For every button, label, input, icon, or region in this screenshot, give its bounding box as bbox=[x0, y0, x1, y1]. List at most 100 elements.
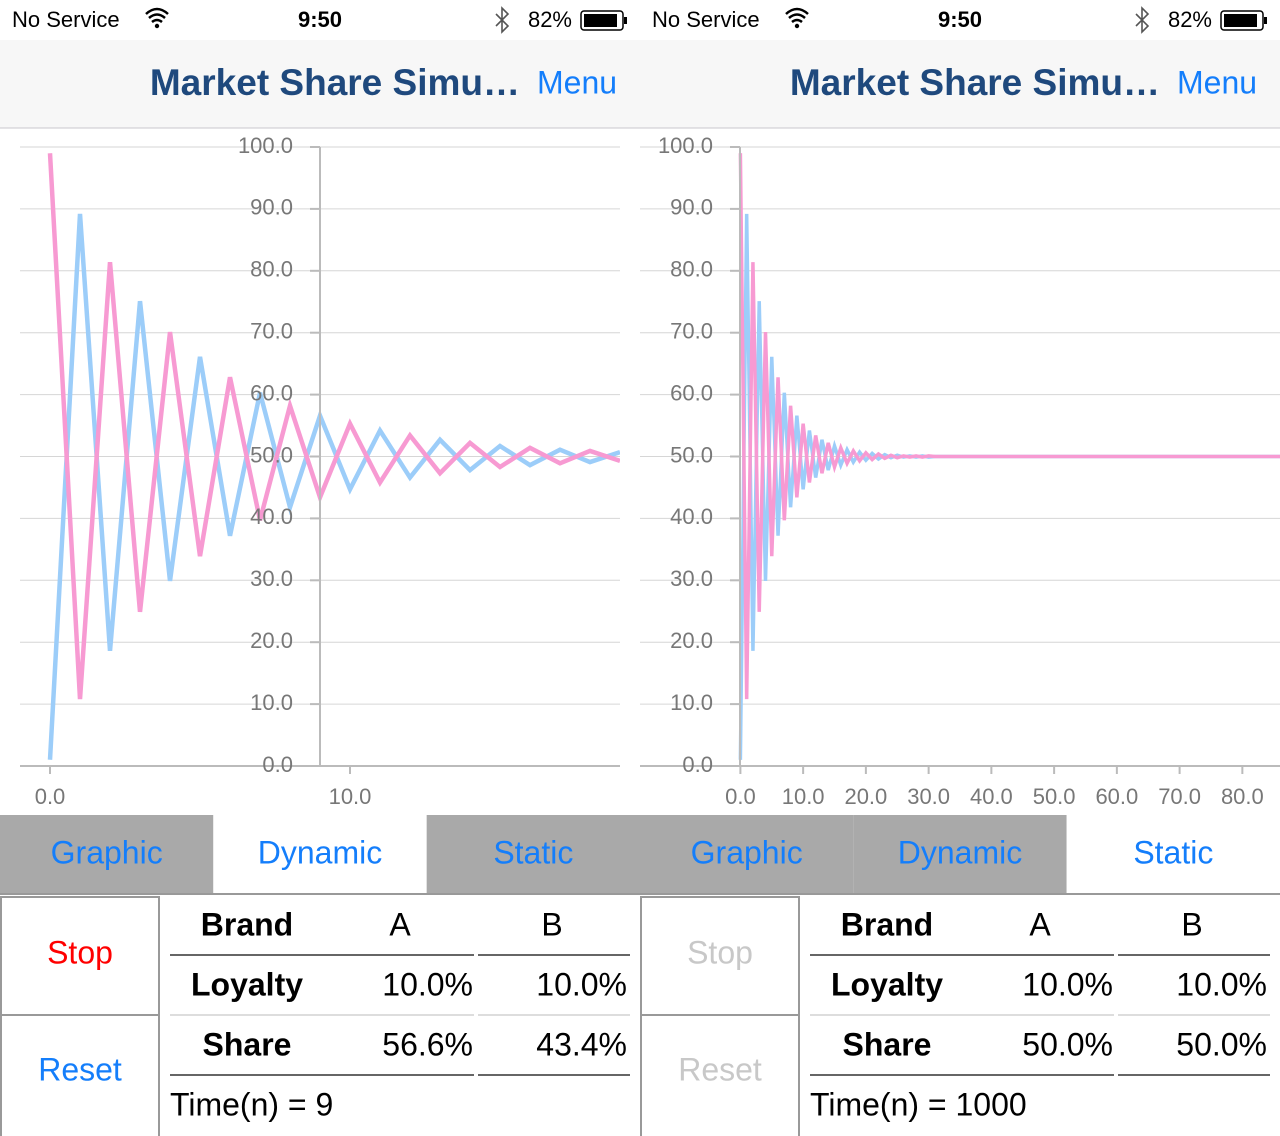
wifi-dot bbox=[154, 23, 160, 29]
x-tick-label: 80.0 bbox=[1221, 784, 1264, 809]
battery-fill bbox=[584, 14, 617, 27]
x-tick-label: 0.0 bbox=[725, 784, 756, 809]
y-tick-label: 70.0 bbox=[250, 319, 293, 344]
tab-label[interactable]: Static bbox=[493, 834, 573, 870]
table-header: B bbox=[1181, 906, 1202, 942]
y-tick-label: 40.0 bbox=[250, 504, 293, 529]
y-tick-label: 50.0 bbox=[670, 442, 713, 467]
table-cell: 56.6% bbox=[382, 1026, 473, 1062]
battery-icon bbox=[1220, 10, 1264, 31]
y-tick-label: 10.0 bbox=[250, 690, 293, 715]
series-line bbox=[47, 153, 620, 700]
table-cell: 43.4% bbox=[536, 1026, 627, 1062]
wifi-icon bbox=[145, 7, 169, 24]
y-tick-label: 0.0 bbox=[262, 752, 293, 777]
y-tick-label: 60.0 bbox=[670, 380, 713, 405]
row-label: Loyalty bbox=[831, 966, 943, 1002]
series-line bbox=[47, 213, 620, 760]
series-line bbox=[738, 153, 1280, 700]
carrier: No Service bbox=[652, 7, 760, 32]
x-tick-label: 50.0 bbox=[1033, 784, 1076, 809]
tab-label[interactable]: Dynamic bbox=[258, 834, 382, 870]
tab[interactable] bbox=[1066, 815, 1280, 893]
wifi-dot bbox=[794, 23, 800, 29]
tab-label[interactable]: Static bbox=[1133, 834, 1213, 870]
y-tick-label: 20.0 bbox=[250, 628, 293, 653]
y-tick-label: 30.0 bbox=[670, 566, 713, 591]
tab-label[interactable]: Graphic bbox=[691, 834, 803, 870]
wifi-icon bbox=[785, 7, 809, 24]
battery-icon bbox=[580, 10, 624, 31]
reset-button[interactable]: Reset bbox=[38, 1051, 122, 1087]
clock: 9:50 bbox=[298, 7, 342, 32]
table-header: Brand bbox=[841, 906, 933, 942]
y-tick-label: 30.0 bbox=[250, 566, 293, 591]
table-cell: 10.0% bbox=[536, 966, 627, 1002]
time-counter: Time(n) = 9 bbox=[170, 1086, 333, 1122]
tab-label[interactable]: Graphic bbox=[51, 834, 163, 870]
tab[interactable] bbox=[0, 815, 214, 893]
table-header: Brand bbox=[201, 906, 293, 942]
battery-level: 82% bbox=[528, 7, 572, 32]
y-tick-label: 40.0 bbox=[670, 504, 713, 529]
y-tick-label: 10.0 bbox=[670, 690, 713, 715]
x-tick-label: 0.0 bbox=[35, 784, 66, 809]
y-tick-label: 0.0 bbox=[682, 752, 713, 777]
tab[interactable] bbox=[640, 815, 854, 893]
nav-bar bbox=[0, 40, 640, 128]
bluetooth-icon bbox=[495, 6, 510, 34]
battery-tip bbox=[1264, 17, 1267, 24]
table-header: B bbox=[541, 906, 562, 942]
menu-button[interactable]: Menu bbox=[1177, 64, 1257, 100]
time-counter: Time(n) = 1000 bbox=[810, 1086, 1027, 1122]
bluetooth-icon bbox=[1135, 6, 1150, 34]
button-box bbox=[640, 896, 800, 1136]
series-line bbox=[738, 213, 1280, 760]
table-header: A bbox=[1029, 906, 1051, 942]
table-cell: 10.0% bbox=[1022, 966, 1113, 1002]
carrier: No Service bbox=[12, 7, 120, 32]
x-tick-label: 10.0 bbox=[329, 784, 372, 809]
x-tick-label: 60.0 bbox=[1095, 784, 1138, 809]
y-tick-label: 90.0 bbox=[670, 195, 713, 220]
stop-button: Stop bbox=[687, 934, 753, 970]
y-tick-label: 80.0 bbox=[250, 257, 293, 282]
tab[interactable] bbox=[853, 815, 1067, 893]
nav-title: Market Share Simu… bbox=[150, 62, 520, 103]
row-label: Share bbox=[843, 1026, 932, 1062]
row-label: Share bbox=[203, 1026, 292, 1062]
tab[interactable] bbox=[213, 815, 427, 893]
y-tick-label: 80.0 bbox=[670, 257, 713, 282]
tab-label[interactable]: Dynamic bbox=[898, 834, 1022, 870]
y-tick-label: 50.0 bbox=[250, 442, 293, 467]
x-tick-label: 20.0 bbox=[844, 784, 887, 809]
battery-tip bbox=[624, 17, 627, 24]
stop-button[interactable]: Stop bbox=[47, 934, 113, 970]
x-tick-label: 40.0 bbox=[970, 784, 1013, 809]
x-tick-label: 30.0 bbox=[907, 784, 950, 809]
y-tick-label: 90.0 bbox=[250, 195, 293, 220]
battery-fill bbox=[1224, 14, 1257, 27]
y-tick-label: 100.0 bbox=[658, 133, 713, 158]
y-tick-label: 100.0 bbox=[238, 133, 293, 158]
button-box bbox=[0, 896, 160, 1136]
table-cell: 10.0% bbox=[382, 966, 473, 1002]
reset-button: Reset bbox=[678, 1051, 762, 1087]
clock: 9:50 bbox=[938, 7, 982, 32]
y-tick-label: 60.0 bbox=[250, 380, 293, 405]
nav-title: Market Share Simu… bbox=[790, 62, 1160, 103]
table-cell: 50.0% bbox=[1022, 1026, 1113, 1062]
y-tick-label: 70.0 bbox=[670, 319, 713, 344]
table-header: A bbox=[389, 906, 411, 942]
tab[interactable] bbox=[426, 815, 640, 893]
y-tick-label: 20.0 bbox=[670, 628, 713, 653]
x-tick-label: 10.0 bbox=[782, 784, 825, 809]
table-cell: 50.0% bbox=[1176, 1026, 1267, 1062]
battery-level: 82% bbox=[1168, 7, 1212, 32]
x-tick-label: 70.0 bbox=[1158, 784, 1201, 809]
nav-bar bbox=[640, 40, 1280, 128]
row-label: Loyalty bbox=[191, 966, 303, 1002]
menu-button[interactable]: Menu bbox=[537, 64, 617, 100]
table-cell: 10.0% bbox=[1176, 966, 1267, 1002]
